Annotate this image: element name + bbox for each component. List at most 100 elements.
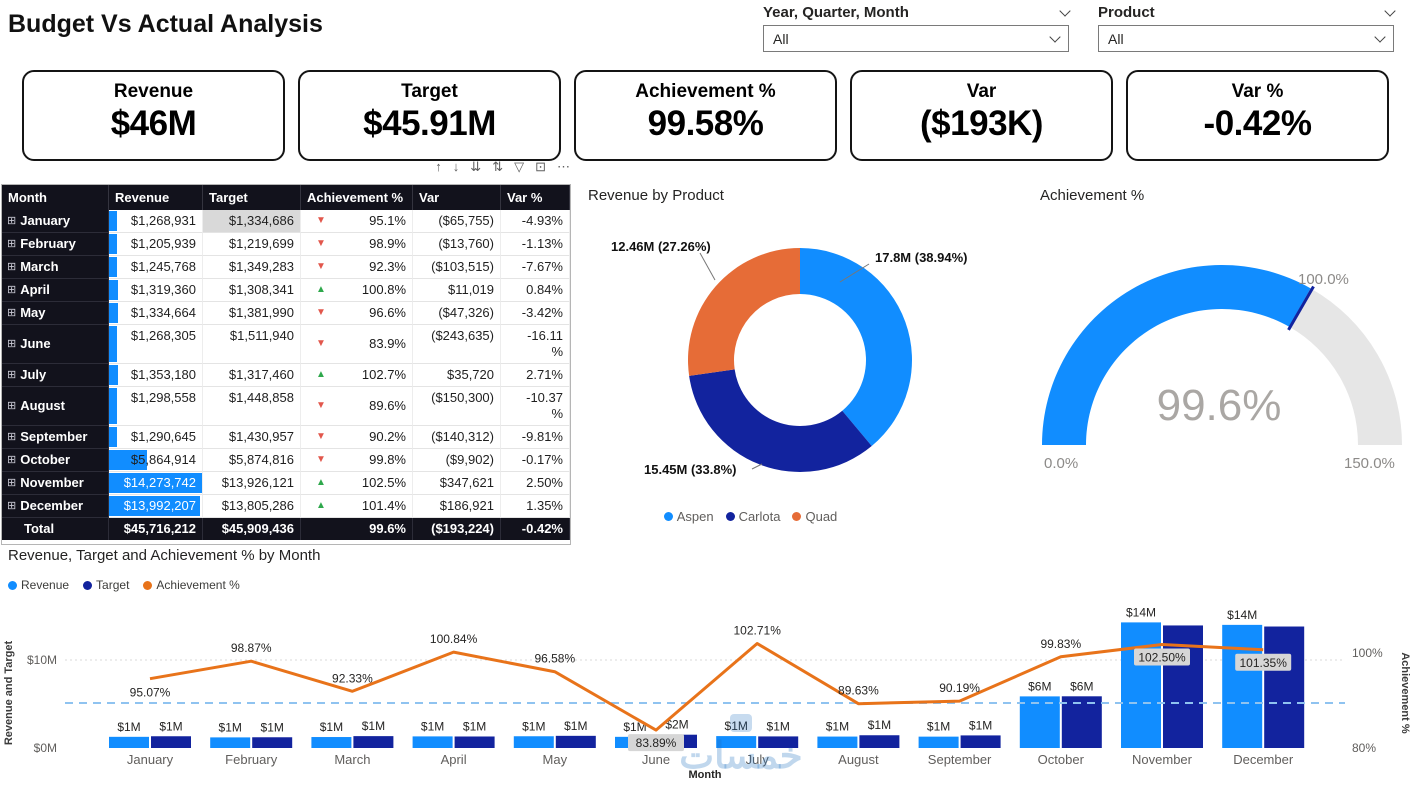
donut-slice-aspen[interactable]	[800, 248, 912, 447]
bar-target-march[interactable]	[353, 736, 394, 748]
more-options-icon[interactable]: ⋯	[557, 159, 570, 174]
bar-target-july[interactable]	[758, 736, 799, 748]
bar-target-february[interactable]	[252, 737, 293, 748]
bar-revenue-october[interactable]	[1019, 696, 1060, 748]
expand-icon[interactable]: ⊞	[7, 215, 17, 227]
achievement-line[interactable]	[149, 642, 1264, 732]
expand-icon[interactable]: ⊞	[7, 238, 17, 250]
bar-target-may[interactable]	[555, 735, 596, 748]
expand-icon[interactable]: ⊞	[7, 477, 17, 489]
revenue-target-achievement-chart[interactable]: Revenue, Target and Achievement % by Mon…	[0, 545, 1411, 790]
slicer-dropdown[interactable]: All	[763, 25, 1069, 52]
expand-icon[interactable]: ⊞	[7, 261, 17, 273]
bar-revenue-march[interactable]	[311, 737, 352, 748]
row-header-april[interactable]: ⊞ April	[2, 279, 109, 302]
table-row[interactable]: ⊞ December $13,992,207 $13,805,286 ▲ 101.4% $1…	[2, 495, 570, 518]
column-header-var[interactable]: Var	[413, 185, 501, 210]
budget-vs-actual-table[interactable]: Month Revenue Target Achievement % Var Var % …	[1, 184, 571, 545]
gauge-fill-arc[interactable]	[1042, 265, 1311, 445]
kpi-card-var-pct[interactable]: Var % -0.42%	[1126, 70, 1389, 161]
row-header-march[interactable]: ⊞ March	[2, 256, 109, 279]
column-header-month[interactable]: Month	[2, 185, 109, 210]
row-header-july[interactable]: ⊞ July	[2, 364, 109, 387]
table-row[interactable]: ⊞ January $1,268,931 $1,334,686 ▼ 95.1% ($65,7…	[2, 210, 570, 233]
expand-icon[interactable]: ⊞	[7, 500, 17, 512]
expand-icon[interactable]: ⊞	[7, 369, 17, 381]
row-header-august[interactable]: ⊞ August	[2, 387, 109, 426]
legend-item-quad[interactable]: Quad	[792, 509, 837, 524]
kpi-card-target[interactable]: Target $45.91M	[298, 70, 561, 161]
legend-item-target[interactable]: Target	[83, 578, 129, 592]
bar-target-april[interactable]	[454, 736, 495, 748]
legend-item-carlota[interactable]: Carlota	[725, 509, 780, 524]
column-header-achievement-pct[interactable]: Achievement %	[301, 185, 413, 210]
bar-target-december[interactable]	[1264, 626, 1305, 748]
table-row[interactable]: ⊞ March $1,245,768 $1,349,283 ▼ 92.3% ($103,51…	[2, 256, 570, 279]
bar-target-september[interactable]	[960, 735, 1001, 748]
expand-icon[interactable]: ⊞	[7, 400, 17, 412]
expand-all-icon[interactable]: ⇊	[470, 159, 482, 174]
row-header-october[interactable]: ⊞ October	[2, 449, 109, 472]
target-cell: $1,448,858	[203, 387, 301, 426]
kpi-card-var[interactable]: Var ($193K)	[850, 70, 1113, 161]
table-row[interactable]: ⊞ June $1,268,305 $1,511,940 ▼ 83.9% ($243,635…	[2, 325, 570, 364]
slicer-dropdown[interactable]: All	[1098, 25, 1394, 52]
kpi-card-revenue[interactable]: Revenue $46M	[22, 70, 285, 161]
table-row[interactable]: ⊞ November $14,273,742 $13,926,121 ▲ 102.5% $3…	[2, 472, 570, 495]
row-header-june[interactable]: ⊞ June	[2, 325, 109, 364]
row-header-december[interactable]: ⊞ December	[2, 495, 109, 518]
donut-slice-quad[interactable]	[688, 248, 800, 376]
table-row[interactable]: ⊞ July $1,353,180 $1,317,460 ▲ 102.7% $35,720 2…	[2, 364, 570, 387]
table-row[interactable]: ⊞ October $5,864,914 $5,874,816 ▼ 99.8% ($9,90…	[2, 449, 570, 472]
drill-mode-icon[interactable]: ⇅	[492, 159, 504, 174]
row-header-february[interactable]: ⊞ February	[2, 233, 109, 256]
expand-icon[interactable]: ⊞	[7, 284, 17, 296]
bar-target-august[interactable]	[859, 735, 900, 748]
chevron-down-icon[interactable]	[1384, 4, 1396, 17]
bar-target-october[interactable]	[1061, 696, 1102, 748]
bar-target-january[interactable]	[151, 736, 191, 748]
bar-revenue-december[interactable]	[1222, 624, 1263, 748]
bar-revenue-september[interactable]	[918, 736, 959, 748]
chevron-down-icon[interactable]	[1059, 4, 1071, 17]
expand-icon[interactable]: ⊞	[7, 431, 17, 443]
achievement-cell: ▼ 92.3%	[301, 256, 413, 279]
bar-revenue-april[interactable]	[412, 736, 453, 748]
table-row[interactable]: ⊞ September $1,290,645 $1,430,957 ▼ 90.2% ($14…	[2, 426, 570, 449]
column-header-target[interactable]: Target	[203, 185, 301, 210]
expand-icon[interactable]: ⊞	[7, 454, 17, 466]
legend-item-revenue[interactable]: Revenue	[8, 578, 69, 592]
legend-item-aspen[interactable]: Aspen	[663, 509, 714, 524]
page-title: Budget Vs Actual Analysis	[8, 10, 323, 38]
bar-revenue-november[interactable]	[1121, 622, 1161, 748]
donut-chart	[688, 248, 912, 473]
bar-revenue-january[interactable]	[109, 736, 149, 748]
legend-item-achievement-pct[interactable]: Achievement %	[143, 578, 240, 592]
donut-slice-carlota[interactable]	[689, 369, 872, 473]
bar-revenue-february[interactable]	[210, 737, 251, 748]
bar-revenue-august[interactable]	[817, 736, 858, 748]
table-row[interactable]: ⊞ April $1,319,360 $1,308,341 ▲ 100.8% $11,019…	[2, 279, 570, 302]
drill-down-icon[interactable]: ↓	[452, 159, 460, 174]
achievement-gauge[interactable]: Achievement % 99.6% 0.0% 150.0% 100.0%	[1030, 185, 1408, 485]
focus-mode-icon[interactable]: ⊡	[535, 159, 546, 174]
table-row[interactable]: ⊞ February $1,205,939 $1,219,699 ▼ 98.9% ($13,…	[2, 233, 570, 256]
bar-revenue-july[interactable]	[716, 736, 757, 748]
row-header-january[interactable]: ⊞ January	[2, 210, 109, 233]
row-header-november[interactable]: ⊞ November	[2, 472, 109, 495]
filter-icon[interactable]: ▽	[514, 159, 525, 174]
expand-icon[interactable]: ⊞	[7, 307, 17, 319]
table-row[interactable]: ⊞ August $1,298,558 $1,448,858 ▼ 89.6% ($150,3…	[2, 387, 570, 426]
row-header-september[interactable]: ⊞ September	[2, 426, 109, 449]
revenue-by-product-donut[interactable]: Revenue by Product 17.8M (38.94%) 15.45M…	[578, 185, 968, 545]
column-header-var-pct[interactable]: Var %	[501, 185, 570, 210]
kpi-card-achievement-pct[interactable]: Achievement % 99.58%	[574, 70, 837, 161]
column-header-revenue[interactable]: Revenue	[109, 185, 203, 210]
revenue-cell: $1,353,180	[109, 364, 203, 387]
bar-revenue-may[interactable]	[513, 736, 554, 748]
table-row[interactable]: ⊞ May $1,334,664 $1,381,990 ▼ 96.6% ($47,326) -…	[2, 302, 570, 325]
drill-up-icon[interactable]: ↑	[435, 159, 442, 174]
row-header-may[interactable]: ⊞ May	[2, 302, 109, 325]
total-var: ($193,224)	[413, 518, 501, 540]
expand-icon[interactable]: ⊞	[7, 338, 17, 350]
